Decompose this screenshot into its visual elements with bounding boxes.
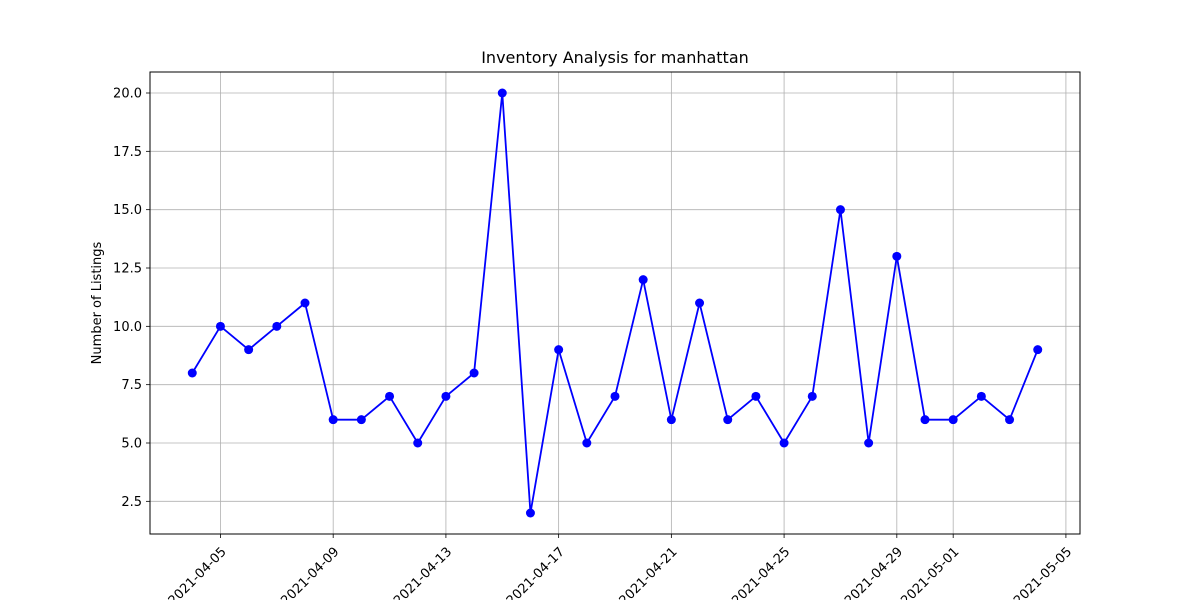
data-point xyxy=(976,391,986,401)
data-point xyxy=(723,415,733,425)
data-point xyxy=(300,298,310,308)
data-point xyxy=(272,321,282,331)
series-layer xyxy=(187,88,1043,518)
data-point xyxy=(469,368,479,378)
grid xyxy=(150,72,1080,534)
y-tick-label: 15.0 xyxy=(113,203,142,218)
data-point xyxy=(582,438,592,448)
series-line xyxy=(191,92,1039,514)
x-tick-label: 2021-04-29 xyxy=(842,545,906,600)
data-point xyxy=(497,88,507,98)
data-point xyxy=(751,391,761,401)
data-point xyxy=(441,391,451,401)
data-point xyxy=(948,415,958,425)
x-tick-label: 2021-04-21 xyxy=(617,545,681,600)
data-point xyxy=(610,391,620,401)
data-point xyxy=(244,345,254,355)
y-tick-label: 10.0 xyxy=(113,320,142,335)
chart-title: Inventory Analysis for manhattan xyxy=(481,48,749,67)
data-point xyxy=(920,415,930,425)
data-point xyxy=(807,391,817,401)
y-tick-label: 17.5 xyxy=(113,145,142,160)
data-point xyxy=(413,438,423,448)
x-tick-label: 2021-04-05 xyxy=(166,545,230,600)
y-tick-label: 20.0 xyxy=(113,87,142,102)
x-tick-label: 2021-04-09 xyxy=(278,545,342,600)
data-point xyxy=(892,251,902,261)
y-tick-label: 5.0 xyxy=(121,437,142,452)
data-point xyxy=(554,345,564,355)
data-point xyxy=(328,415,338,425)
y-axis-label: Number of Listings xyxy=(90,241,105,364)
y-tick-label: 2.5 xyxy=(121,495,142,510)
data-point xyxy=(356,415,366,425)
plot-frame xyxy=(149,71,1081,535)
x-tick-label: 2021-04-13 xyxy=(391,545,455,600)
data-point xyxy=(1033,345,1043,355)
data-point xyxy=(779,438,789,448)
x-tick-label: 2021-04-25 xyxy=(729,545,793,600)
x-tick-label: 2021-05-05 xyxy=(1011,545,1075,600)
y-tick-label: 12.5 xyxy=(113,262,142,277)
data-point xyxy=(864,438,874,448)
data-point xyxy=(695,298,705,308)
data-point xyxy=(835,205,845,215)
y-tick-label: 7.5 xyxy=(121,378,142,393)
data-point xyxy=(187,368,197,378)
x-tick-label: 2021-05-01 xyxy=(898,545,962,600)
data-point xyxy=(666,415,676,425)
data-point xyxy=(215,321,225,331)
data-point xyxy=(1005,415,1015,425)
x-tick-label: 2021-04-17 xyxy=(504,545,568,600)
data-point xyxy=(525,508,535,518)
data-point xyxy=(385,391,395,401)
data-point xyxy=(638,275,648,285)
